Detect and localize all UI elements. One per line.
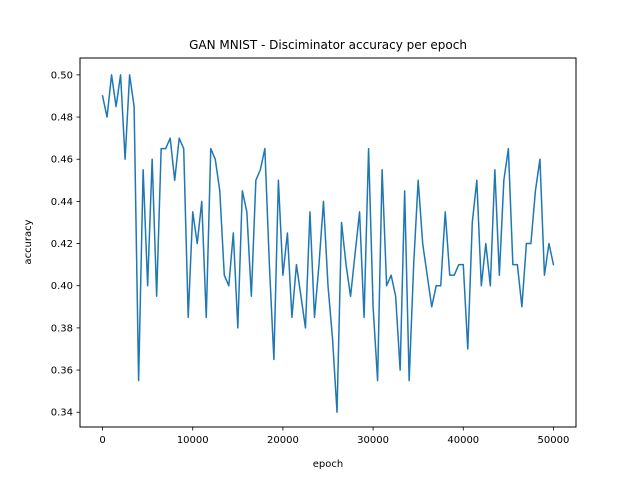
chart-title: GAN MNIST - Disciminator accuracy per ep… [189,38,467,52]
y-tick-label: 0.46 [51,155,73,166]
x-axis-label: epoch [313,459,343,470]
plot-area-frame [79,57,577,428]
x-tick-label: 40000 [447,435,479,446]
x-tick-label: 20000 [267,435,299,446]
x-tick-label: 0 [99,435,105,446]
x-axis-ticks: 0 10000 20000 30000 40000 50000 [99,427,569,446]
y-tick-label: 0.42 [51,239,73,250]
x-tick-label: 10000 [177,435,209,446]
y-tick-label: 0.38 [51,323,73,334]
y-tick-label: 0.48 [51,113,73,124]
x-tick-label: 50000 [538,435,570,446]
y-tick-label: 0.34 [51,408,73,419]
y-axis-label: accuracy [23,219,34,264]
y-tick-label: 0.44 [51,197,73,208]
x-tick-label: 30000 [357,435,389,446]
series-line-0 [101,74,555,413]
y-tick-label: 0.40 [51,281,73,292]
y-axis-ticks: 0.34 0.36 0.38 0.40 0.42 0.44 0.46 0.48 0.50 [51,70,80,419]
y-tick-label: 0.36 [51,366,73,377]
y-tick-label: 0.50 [51,70,73,81]
series-layer [101,74,555,413]
